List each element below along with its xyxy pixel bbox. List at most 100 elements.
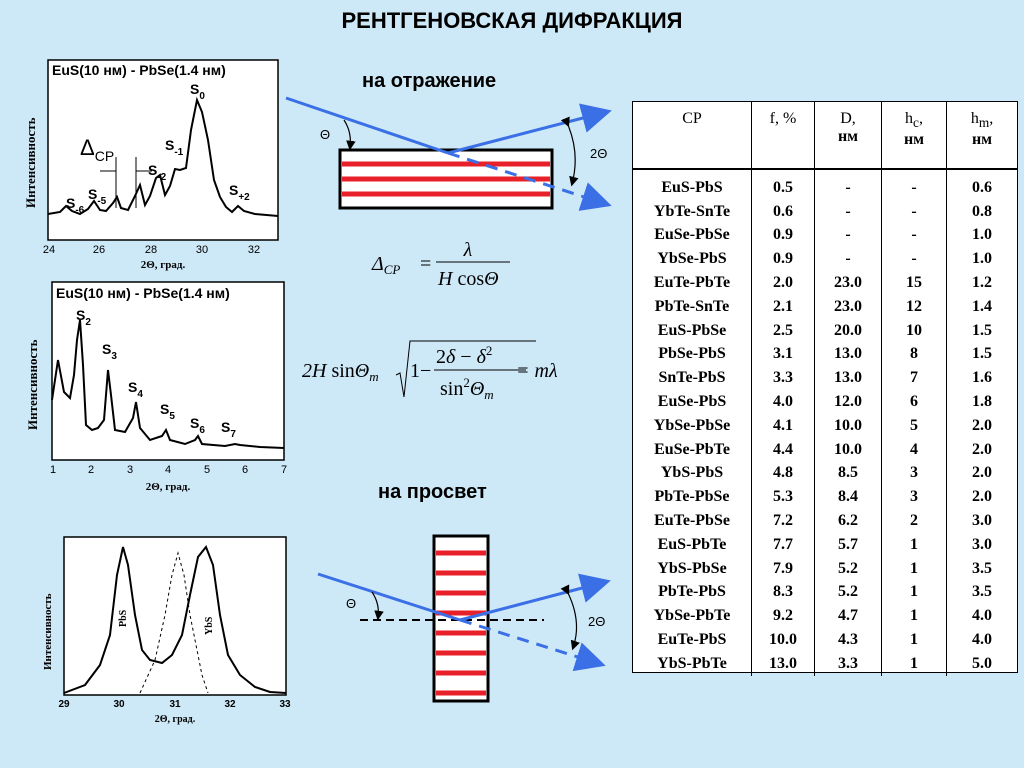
superlattice-table: СР f, % D, нм hc, нм hm, нм EuS-PbS 0.5- -0.6…	[632, 101, 1018, 676]
table-cell: YbS-PbS	[633, 461, 752, 486]
table-cell: 8.4	[814, 485, 882, 510]
chart-superlattice-2: EuS(10 нм) - PbSe(1.4 нм) S2 S3 S4 S5 S6…	[25, 281, 287, 493]
svg-text:sin2Θm: sin2Θm	[440, 375, 494, 402]
tick-label: 26	[93, 244, 105, 256]
table-row: EuS-PbS 0.5- -0.6	[633, 169, 1017, 200]
table-cell: -	[881, 223, 947, 248]
table-cell: 10.0	[814, 413, 882, 438]
table-cell: 4.0	[751, 390, 815, 414]
table-cell: -	[814, 223, 882, 248]
table-cell: 4	[881, 437, 947, 462]
theta-label: Θ	[346, 596, 356, 611]
table-row: YbS-PbS 4.8 8.5 3 2.0	[633, 461, 1017, 486]
table-cell: 13.0	[751, 651, 815, 676]
table-cell: 3.0	[972, 535, 992, 553]
table-row: EuS-PbSe 2.5 20.0 10 1.5	[633, 318, 1017, 343]
svg-text:ΔCP: ΔCP	[371, 253, 400, 277]
tick-label: 31	[169, 699, 181, 710]
tick-label: 1	[50, 464, 56, 476]
table-cell: 0.9	[751, 247, 815, 272]
table-row: YbSe-PbS 0.9- -1.0	[633, 247, 1017, 272]
formula-delta: ΔCP = λ H cosΘ	[371, 239, 510, 290]
table-cell: 13.0	[814, 342, 882, 367]
table-cell: 10.0	[814, 437, 882, 462]
table-cell: 3.0	[972, 512, 992, 530]
peak-label: S3	[102, 341, 117, 362]
table-cell: -	[814, 169, 882, 200]
table-cell: 0.6	[751, 199, 815, 224]
table-cell: 12.0	[814, 390, 882, 414]
table-row: YbSe-PbTe 9.2 4.7 1 4.0	[633, 604, 1017, 629]
table-cell: EuTe-PbSe	[633, 509, 752, 533]
table-cell: 15	[881, 271, 947, 295]
tick-label: 5	[204, 464, 210, 476]
table-cell: PbTe-PbS	[633, 580, 752, 605]
svg-text:=: =	[420, 253, 431, 275]
table-cell: 1	[881, 604, 947, 629]
table-cell: 8	[881, 342, 947, 367]
table-cell: EuTe-PbTe	[633, 271, 752, 295]
transmission-diagram: Θ 2Θ	[317, 534, 611, 703]
table-row: EuS-PbTe 7.7 5.7 1 3.0	[633, 532, 1017, 557]
chart-superlattice-1: EuS(10 нм) - PbSe(1.4 нм) ΔCP S-6 S-5 S-…	[23, 59, 279, 271]
table-cell: 5.7	[814, 532, 882, 557]
table-cell: 10.0	[751, 628, 815, 652]
table-row: EuTe-PbS 10.0 4.3 1 4.0	[633, 628, 1017, 652]
table-cell: 4.0	[972, 607, 992, 625]
table-row: YbTe-SnTe 0.6- -0.8	[633, 199, 1017, 224]
table-row: EuTe-PbSe 7.2 6.2 2 3.0	[633, 509, 1017, 533]
table-cell: 3.1	[751, 342, 815, 367]
col-header: D, нм	[814, 102, 882, 170]
peak-label: S4	[128, 379, 143, 400]
table-cell: 8.5	[814, 461, 882, 486]
tick-label: 30	[196, 244, 208, 256]
table-cell: 4.8	[751, 461, 815, 486]
table-row: SnTe-PbS 3.3 13.0 7 1.6	[633, 366, 1017, 391]
table-cell: 1	[881, 580, 947, 605]
curve-label: PbS	[118, 609, 129, 627]
tick-label: 29	[58, 699, 70, 710]
table-cell: 7	[881, 366, 947, 391]
table-cell: 23.0	[814, 294, 882, 319]
table-row: EuSe-PbTe 4.4 10.0 4 2.0	[633, 437, 1017, 462]
table-row: YbS-PbSe 7.9 5.2 1 3.5	[633, 556, 1017, 581]
table-cell: 2.0	[972, 416, 992, 434]
chart2-title: EuS(10 нм) - PbSe(1.4 нм)	[56, 285, 230, 301]
table-cell: -	[814, 199, 882, 224]
table-cell: 2.0	[972, 440, 992, 458]
table-cell: 7.7	[751, 532, 815, 557]
two-theta-label: 2Θ	[590, 146, 607, 161]
x-axis-label: 2Θ, град.	[146, 481, 191, 493]
table-cell: -	[881, 169, 947, 200]
table-cell: 3	[881, 461, 947, 486]
table-row: PbTe-PbSe 5.3 8.4 3 2.0	[633, 485, 1017, 510]
table-cell: -	[881, 247, 947, 272]
table-cell: EuSe-PbS	[633, 390, 752, 414]
table-cell: PbSe-PbS	[633, 342, 752, 367]
table-cell: 7.2	[751, 509, 815, 533]
svg-text:= mλ: = mλ	[516, 360, 558, 382]
y-axis-label: Интенсивность	[42, 593, 54, 670]
table-cell: 5.3	[751, 485, 815, 510]
table-cell: 6	[881, 390, 947, 414]
table-cell: 1	[881, 628, 947, 652]
table-cell: PbTe-PbSe	[633, 485, 752, 510]
table-cell: 1.0	[972, 226, 992, 244]
tick-label: 4	[165, 464, 171, 476]
peak-label: S2	[76, 307, 91, 328]
formula-bragg: 2H sinΘm 1− 2δ − δ2 sin2Θm = mλ	[302, 340, 558, 402]
table-row: YbSe-PbSe 4.1 10.0 5 2.0	[633, 413, 1017, 438]
table-cell: 3.5	[972, 559, 992, 577]
table-cell: 0.5	[751, 169, 815, 200]
table-cell: YbSe-PbTe	[633, 604, 752, 629]
two-theta-label: 2Θ	[588, 614, 605, 629]
col-header: hc, нм	[881, 102, 947, 170]
table-cell: 20.0	[814, 318, 882, 343]
table-cell: 10	[881, 318, 947, 343]
table-cell: 2.0	[972, 464, 992, 482]
svg-text:λ: λ	[463, 239, 473, 261]
table-cell: EuTe-PbS	[633, 628, 752, 652]
svg-text:2δ − δ2: 2δ − δ2	[436, 343, 492, 368]
x-axis-label: 2Θ, град.	[155, 714, 196, 725]
table-cell: 3.3	[751, 366, 815, 391]
